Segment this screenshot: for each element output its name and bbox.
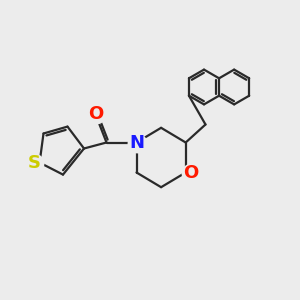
Text: N: N xyxy=(129,134,144,152)
Text: S: S xyxy=(28,154,41,172)
Text: O: O xyxy=(88,105,104,123)
Text: O: O xyxy=(184,164,199,181)
